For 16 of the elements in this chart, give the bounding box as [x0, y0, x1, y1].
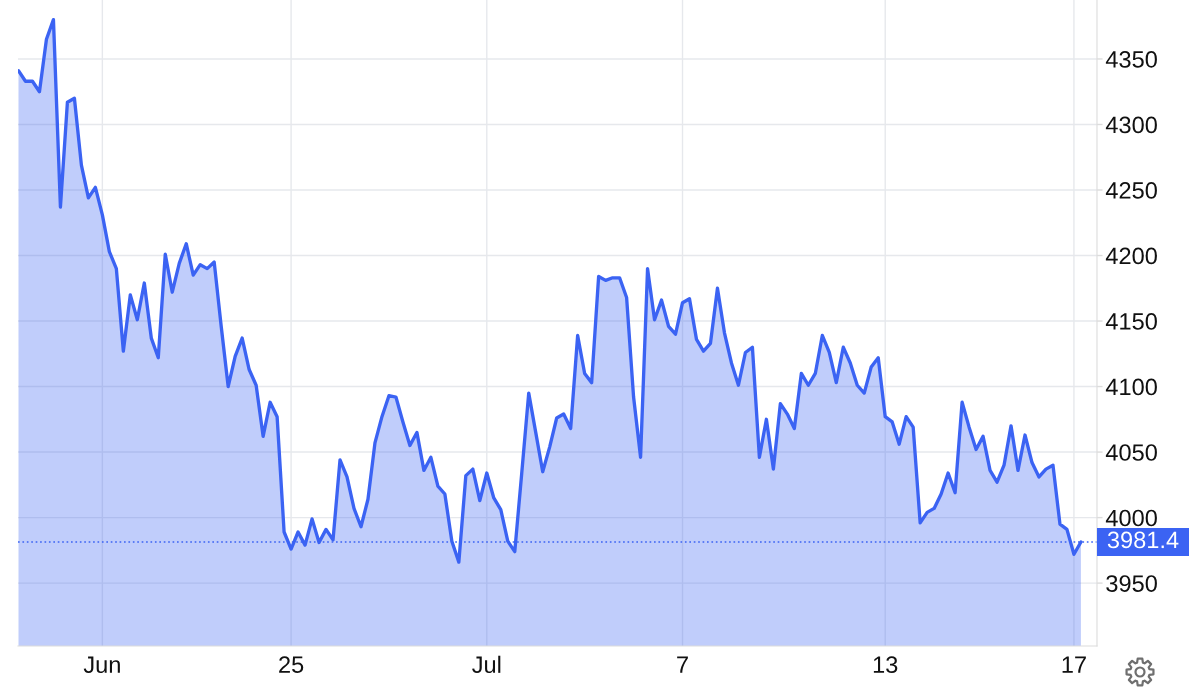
- y-tick-label: 4350: [1105, 51, 1157, 68]
- y-tick-label: 4250: [1105, 182, 1157, 199]
- y-tick-label: 4000: [1105, 509, 1157, 527]
- y-tick-label: 3950: [1106, 575, 1157, 592]
- x-tick-label: Jul: [472, 655, 501, 674]
- x-tick-label: 7: [677, 656, 688, 673]
- x-tick-label: Jun: [83, 656, 120, 674]
- ref-line-label: 3981.4: [1107, 531, 1179, 549]
- y-tick-label: 4300: [1105, 116, 1157, 134]
- y-tick-label: 4050: [1105, 444, 1157, 461]
- x-tick-label: 13: [873, 656, 898, 674]
- x-tick-label: 25: [279, 656, 304, 674]
- y-tick-label: 4100: [1105, 378, 1157, 396]
- y-tick-label: 4200: [1105, 247, 1157, 265]
- x-tick-label: 17: [1062, 656, 1086, 673]
- y-tick-label: 4150: [1105, 313, 1157, 330]
